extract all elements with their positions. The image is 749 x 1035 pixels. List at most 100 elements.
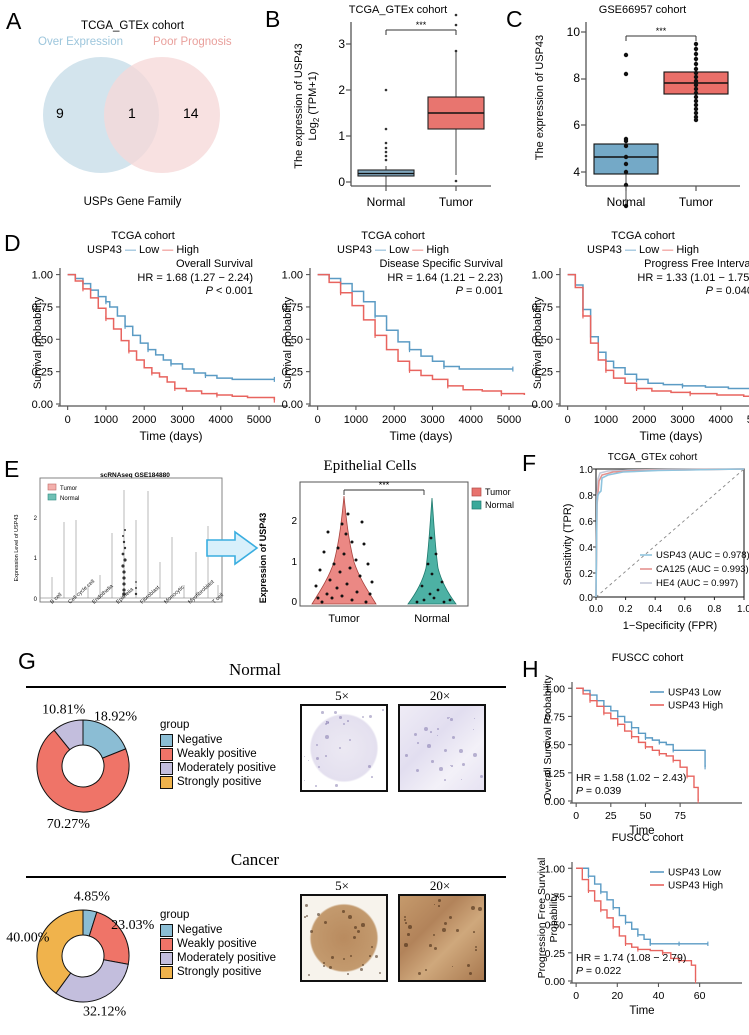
fuscc-xtick: 50 xyxy=(640,810,652,822)
km-ytick: 0.50 xyxy=(282,334,303,346)
fuscc-hr: HR = 1.74 (1.08 − 2.79) xyxy=(576,952,686,964)
svg-text:1: 1 xyxy=(34,556,38,562)
donut-slice-2 xyxy=(56,960,128,1002)
legend-item-0: Negative xyxy=(160,733,276,747)
box-xtick-tumor: Tumor xyxy=(439,195,473,209)
panel-a-title: TCGA_GTEx cohort xyxy=(0,20,265,32)
svg-text:T cell: T cell xyxy=(211,592,225,605)
ihc-image-1-0 xyxy=(300,894,388,982)
svg-text:0.0: 0.0 xyxy=(579,593,593,604)
km-ytick: 0.00 xyxy=(282,399,303,411)
violin-tumor xyxy=(312,496,376,604)
legend-swatch-3 xyxy=(160,776,173,789)
km-xtick: 0 xyxy=(65,414,71,426)
panel-b-label: B xyxy=(265,8,280,31)
panel-f-roc: 1.00.80.6 0.40.20.0 USP43 (AUC = 0.978) … xyxy=(568,465,749,650)
magnification-label-0: 5× xyxy=(300,688,384,704)
km-xtick: 1000 xyxy=(344,414,368,426)
svg-text:6: 6 xyxy=(573,118,580,132)
km-xtick: 4000 xyxy=(709,414,733,426)
box-normal-c xyxy=(594,53,658,208)
legend-title: group xyxy=(160,908,276,922)
panel-e-arrow xyxy=(205,528,265,568)
legend-swatch-0 xyxy=(160,734,173,747)
svg-text:Tumor: Tumor xyxy=(60,486,77,492)
fuscc-ytick: 0.75 xyxy=(545,891,566,903)
legend-item-3: Strongly positive xyxy=(160,965,276,979)
panel-g: G Normal 18.92% 70.27% 10.81% group Negative W… xyxy=(0,650,520,999)
section-heading: Normal xyxy=(0,660,510,680)
box-normal xyxy=(358,89,414,187)
km-ytick: 0.50 xyxy=(532,334,553,346)
legend-label-3: Strongly positive xyxy=(177,965,261,979)
svg-text:0: 0 xyxy=(34,597,38,603)
fuscc-ytick: 0.75 xyxy=(545,711,566,723)
svg-text:1: 1 xyxy=(338,129,345,143)
svg-text:0.0: 0.0 xyxy=(589,604,603,615)
km-xtick: 1000 xyxy=(594,414,618,426)
km-ytick: 1.00 xyxy=(532,270,553,282)
panel-g-section-1: Cancer 4.85% 23.03% 32.12% 40.00% group Negati… xyxy=(0,850,520,1035)
svg-text:0.4: 0.4 xyxy=(579,543,593,554)
fuscc-legend-0: USP43 Low xyxy=(668,868,722,879)
svg-text:0.8: 0.8 xyxy=(579,491,593,502)
km-svg: 0.00 0.25 0.50 0.75 1.00 0 1000 2000 3000 4000 500… xyxy=(268,242,508,447)
panel-f-legend: USP43 (AUC = 0.978) CA125 (AUC = 0.993) … xyxy=(640,550,749,589)
fuscc-xlabel: Time xyxy=(629,1005,654,1017)
panel-f-xlabel: 1−Specificity (FPR) xyxy=(623,620,717,632)
donut-label-0: 18.92% xyxy=(94,709,138,724)
fuscc-svg: 0.00 0.25 0.50 0.75 1.00 0 20 40 60 Time USP43 Low… xyxy=(520,844,749,1019)
svg-text:***: *** xyxy=(416,20,427,30)
km-svg: 0.00 0.25 0.50 0.75 1.00 0 1000 2000 3000 4000 500… xyxy=(18,242,258,447)
legend-item-0: Negative xyxy=(160,923,276,937)
ihc-image-0-1 xyxy=(398,704,486,792)
fuscc-ytick: 0.00 xyxy=(545,976,566,988)
km-ytick: 0.25 xyxy=(282,367,303,379)
magnification-label-0: 5× xyxy=(300,878,384,894)
donut-legend: group Negative Weakly positive Moderately p… xyxy=(160,908,276,979)
legend-label-2: Moderately positive xyxy=(177,761,276,775)
legend-item-1: Weakly positive xyxy=(160,747,276,761)
svg-text:0.6: 0.6 xyxy=(579,517,593,528)
fuscc-ytick: 0.50 xyxy=(545,920,566,932)
svg-text:2: 2 xyxy=(34,516,38,522)
violin-normal xyxy=(408,498,456,604)
fuscc-ytick: 0.25 xyxy=(545,768,566,780)
svg-text:0.8: 0.8 xyxy=(707,604,721,615)
svg-text:1.0: 1.0 xyxy=(579,465,593,476)
svg-text:10: 10 xyxy=(567,25,581,39)
km-xlabel: Time (days) xyxy=(140,429,203,443)
svg-text:***: *** xyxy=(656,26,667,36)
panel-e-left-violins: 0 1 2 Tumor Normal xyxy=(18,470,228,620)
svg-text:Normal: Normal xyxy=(60,496,79,502)
panel-e-right-ylabel: Expression of USP43 xyxy=(258,488,268,628)
box-xtick-normal: Normal xyxy=(367,195,406,209)
km-title: TCGA cohort xyxy=(538,230,748,242)
fuscc-xtick: 20 xyxy=(611,990,623,1002)
panel-f-title: TCGA_GTEx cohort xyxy=(560,452,745,463)
fuscc-legend-1: USP43 High xyxy=(668,701,723,712)
fuscc-xtick: 0 xyxy=(573,990,579,1002)
panel-b-boxplot: 0 1 2 3 *** xyxy=(311,14,496,214)
km-xtick: 2000 xyxy=(382,414,406,426)
roc-legend-2: HE4 (AUC = 0.997) xyxy=(656,578,738,589)
donut-label-1: 23.03% xyxy=(111,918,155,933)
svg-text:1: 1 xyxy=(291,557,297,568)
box-xtick-normal-c: Normal xyxy=(607,195,646,209)
legend-swatch-0 xyxy=(160,924,173,937)
km-title: TCGA cohort xyxy=(288,230,498,242)
km-xlabel: Time (days) xyxy=(640,429,703,443)
legend-item-2: Moderately positive xyxy=(160,951,276,965)
svg-text:B cell: B cell xyxy=(49,592,63,605)
km-plot-0: TCGA cohort USP43 — Low — High Overall Sur… xyxy=(18,228,258,460)
km-title: TCGA cohort xyxy=(38,230,248,242)
svg-text:Normal: Normal xyxy=(485,500,514,510)
fuscc-ytick: 1.00 xyxy=(545,683,566,695)
legend-swatch-2 xyxy=(160,762,173,775)
panel-d: D TCGA cohort USP43 — Low — High Overall S… xyxy=(0,228,749,460)
legend-swatch-1 xyxy=(160,938,173,951)
fuscc-xtick: 40 xyxy=(653,990,665,1002)
svg-text:2: 2 xyxy=(291,516,297,527)
donut-label-2: 32.12% xyxy=(83,1005,127,1020)
legend-label-2: Moderately positive xyxy=(177,951,276,965)
